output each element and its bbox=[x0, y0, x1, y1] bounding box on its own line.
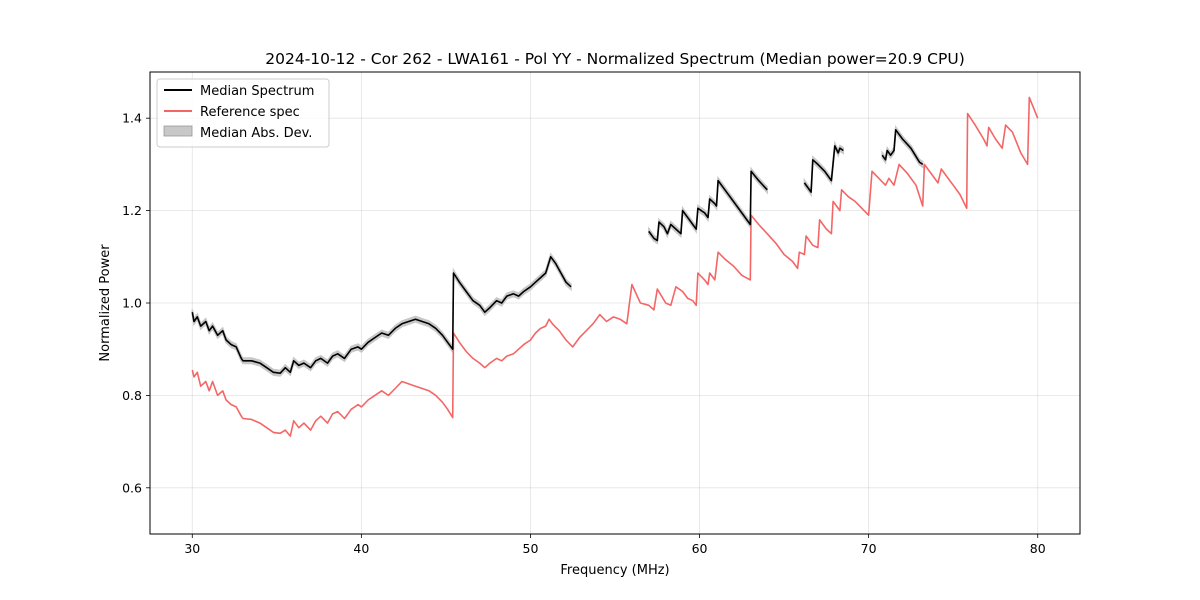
reference-spec-line bbox=[191, 96, 1039, 437]
plot-area bbox=[191, 96, 1039, 437]
legend-mad-label: Median Abs. Dev. bbox=[200, 126, 312, 141]
median-spectrum-line bbox=[803, 145, 844, 193]
mad-band bbox=[881, 124, 924, 169]
median-spectrum-line bbox=[648, 170, 768, 242]
legend-mad-swatch bbox=[163, 125, 193, 137]
grid-layer bbox=[150, 72, 1080, 534]
x-tick-label: 40 bbox=[353, 541, 369, 556]
x-axis-label: Frequency (MHz) bbox=[560, 563, 669, 578]
x-tick-label: 80 bbox=[1030, 541, 1046, 556]
legend-median-label: Median Spectrum bbox=[200, 84, 314, 99]
median-spectrum-line bbox=[191, 256, 572, 374]
x-tick-label: 70 bbox=[861, 541, 877, 556]
x-axis-ticks: 30 40 50 60 70 80 bbox=[184, 534, 1046, 556]
y-tick-label: 1.0 bbox=[122, 296, 142, 311]
reference-series-layer bbox=[191, 96, 1039, 437]
median-spectrum-line bbox=[881, 129, 924, 166]
x-tick-label: 30 bbox=[184, 541, 200, 556]
y-tick-label: 0.8 bbox=[122, 388, 142, 403]
y-axis-label: Normalized Power bbox=[98, 244, 113, 362]
legend-reference-label: Reference spec bbox=[200, 105, 300, 120]
mad-band bbox=[191, 252, 572, 377]
y-axis-ticks: 0.6 0.8 1.0 1.2 1.4 bbox=[122, 111, 150, 495]
y-tick-label: 0.6 bbox=[122, 480, 142, 495]
chart-title: 2024-10-12 - Cor 262 - LWA161 - Pol YY -… bbox=[265, 50, 965, 68]
x-tick-label: 60 bbox=[692, 541, 708, 556]
y-tick-label: 1.2 bbox=[122, 203, 142, 218]
median-series-layer bbox=[191, 129, 924, 374]
y-tick-label: 1.4 bbox=[122, 111, 142, 126]
legend: Median Spectrum Reference spec Median Ab… bbox=[156, 78, 330, 148]
legend-frame bbox=[156, 78, 330, 148]
x-tick-label: 50 bbox=[523, 541, 539, 556]
